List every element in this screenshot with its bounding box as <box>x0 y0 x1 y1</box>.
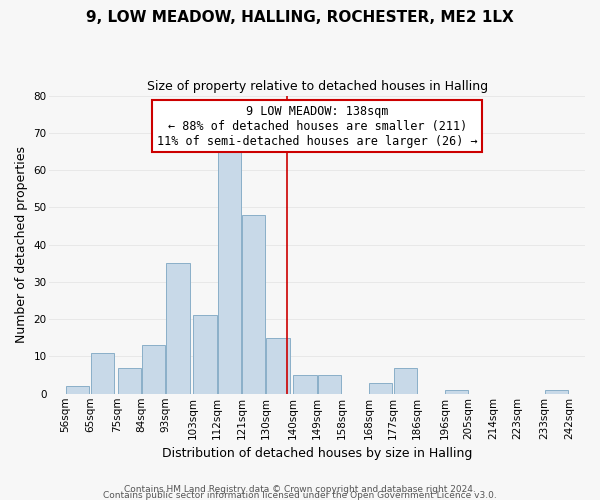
Bar <box>394 368 417 394</box>
Bar <box>445 390 468 394</box>
Text: 9, LOW MEADOW, HALLING, ROCHESTER, ME2 1LX: 9, LOW MEADOW, HALLING, ROCHESTER, ME2 1… <box>86 10 514 25</box>
Bar <box>218 144 241 394</box>
Bar <box>66 386 89 394</box>
Bar <box>118 368 141 394</box>
Bar <box>193 316 217 394</box>
Bar <box>142 346 165 394</box>
Text: Contains HM Land Registry data © Crown copyright and database right 2024.: Contains HM Land Registry data © Crown c… <box>124 485 476 494</box>
Bar <box>166 264 190 394</box>
Title: Size of property relative to detached houses in Halling: Size of property relative to detached ho… <box>146 80 488 93</box>
Text: Contains public sector information licensed under the Open Government Licence v3: Contains public sector information licen… <box>103 490 497 500</box>
Text: 9 LOW MEADOW: 138sqm
← 88% of detached houses are smaller (211)
11% of semi-deta: 9 LOW MEADOW: 138sqm ← 88% of detached h… <box>157 104 478 148</box>
Bar <box>318 375 341 394</box>
Bar <box>369 382 392 394</box>
Bar <box>266 338 290 394</box>
Y-axis label: Number of detached properties: Number of detached properties <box>15 146 28 343</box>
Bar <box>91 353 114 394</box>
Bar <box>545 390 568 394</box>
Bar <box>293 375 317 394</box>
Bar <box>242 215 265 394</box>
X-axis label: Distribution of detached houses by size in Halling: Distribution of detached houses by size … <box>162 447 472 460</box>
